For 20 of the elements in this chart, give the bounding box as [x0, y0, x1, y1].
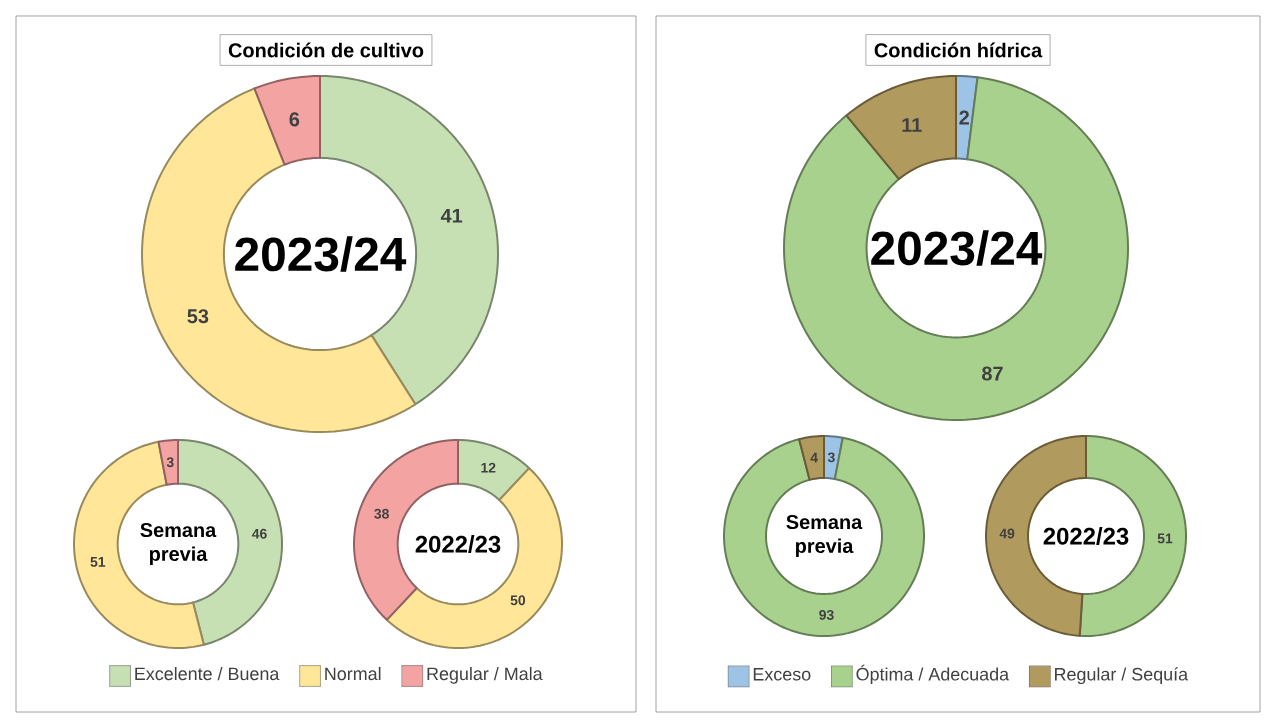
chart-title: Condición hídrica	[874, 42, 1043, 58]
data-label: 87	[982, 366, 1003, 381]
text: 2023/24	[871, 230, 1043, 266]
chart-title: Condición de cultivo	[228, 42, 424, 58]
legend-label: Regular / Mala	[427, 666, 543, 684]
text: Semana previa	[140, 523, 217, 565]
text: 2022/23	[1043, 527, 1129, 545]
data-label: 6	[289, 112, 300, 127]
text: 2022/23	[415, 535, 501, 553]
legend-label: Regular / Sequía	[1055, 667, 1189, 685]
legend-label: Exceso	[753, 668, 811, 681]
text: Semana previa	[786, 515, 863, 557]
text: 2023/24	[235, 236, 407, 272]
legend-label: Normal	[325, 666, 381, 681]
data-label: 41	[440, 208, 463, 223]
legend-label: Excelente / Buena	[135, 666, 280, 681]
data-label: 53	[187, 309, 209, 324]
data-label: 2	[959, 110, 969, 125]
data-label: 11	[902, 118, 922, 132]
legend-label: Óptima / Adecuada	[856, 664, 1010, 685]
